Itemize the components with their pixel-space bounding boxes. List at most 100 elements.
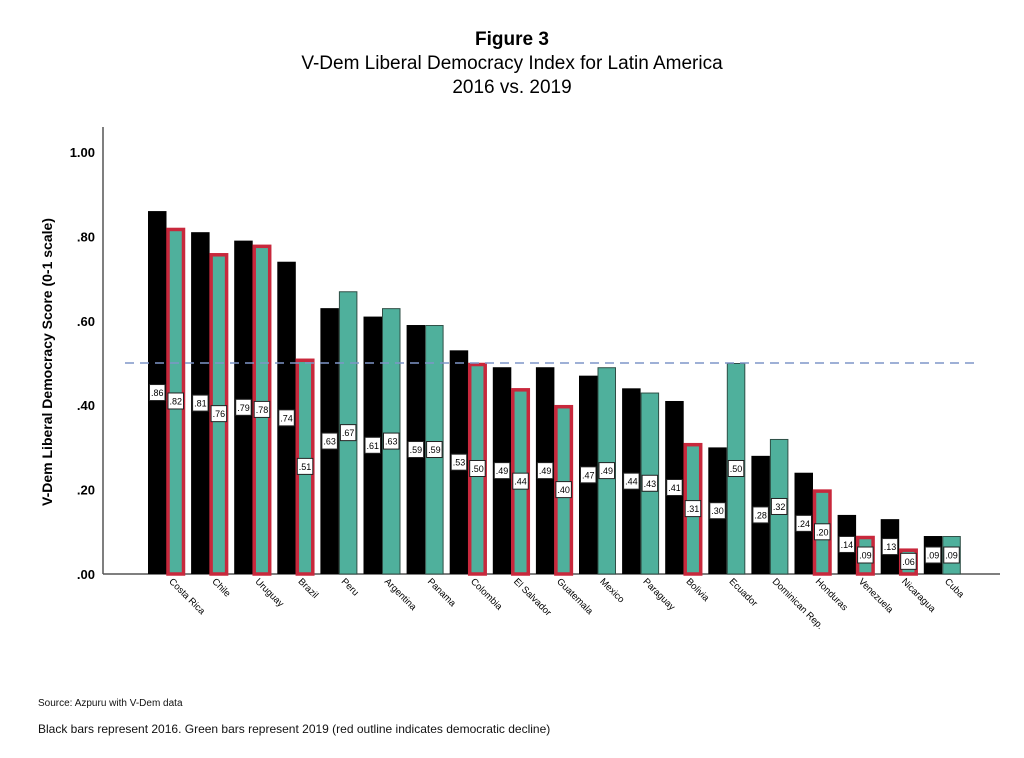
x-axis: Costa Rica Chile Uruguay Brazil Peru Argentin… <box>166 576 966 632</box>
data-label-2016: .47 <box>582 470 595 480</box>
y-tick-label: .60 <box>77 314 95 329</box>
x-tick-label: Argentina <box>382 576 419 613</box>
data-label-2019-box <box>900 552 917 570</box>
data-label-2016-box <box>536 462 554 480</box>
data-label-2016: .86 <box>151 388 164 398</box>
x-tick-label: Honduras <box>813 576 850 613</box>
x-tick-label: Colombia <box>468 576 505 613</box>
data-label-2019: .43 <box>644 479 657 489</box>
chart-subtitle: 2016 vs. 2019 <box>452 77 572 98</box>
data-label-2019-box <box>555 481 572 499</box>
data-label-2016: .61 <box>366 441 379 451</box>
chart-title: V-Dem Liberal Democracy Index for Latin … <box>301 53 723 74</box>
x-tick-label: Nicaragua <box>899 576 938 615</box>
x-tick-label: Chile <box>209 576 232 599</box>
data-label-2019-box <box>727 460 745 477</box>
data-label-2016: .79 <box>237 403 250 413</box>
data-label-2016: .41 <box>668 483 681 493</box>
data-label-2016-box <box>321 432 338 450</box>
data-label-2016-box <box>666 478 683 496</box>
x-tick-label: Ecuador <box>727 576 760 609</box>
data-label-2016: .53 <box>453 458 466 468</box>
data-label-2019: .32 <box>773 502 786 512</box>
x-tick-label: Paraguay <box>640 576 677 613</box>
data-label-2019: .50 <box>730 464 743 474</box>
x-tick-label: Uruguay <box>253 576 286 609</box>
x-tick-label: Brazil <box>296 576 321 601</box>
data-label-2016-box <box>192 394 209 412</box>
data-label-2019: .82 <box>169 396 182 406</box>
data-label-2019-box <box>253 400 271 418</box>
x-tick-label: Cuba <box>942 576 966 600</box>
data-label-2019: .51 <box>299 462 312 472</box>
source-note: Source: Azpuru with V-Dem data <box>38 698 183 709</box>
data-label-2016: .49 <box>496 466 509 476</box>
data-label-2016: .44 <box>625 477 638 487</box>
data-label-2019-box <box>641 474 659 492</box>
data-label-2016: .74 <box>280 413 293 423</box>
data-label-2019-box <box>857 546 874 564</box>
data-label-2019: .49 <box>600 466 613 476</box>
data-label-2016-box <box>278 409 295 427</box>
data-label-2016-box <box>623 472 640 490</box>
data-label-2016-box <box>149 384 166 402</box>
figure-label: Figure 3 <box>475 29 549 50</box>
data-label-2016: .09 <box>927 551 940 561</box>
data-label-2016: .81 <box>194 399 207 409</box>
data-label-2016: .13 <box>884 542 897 552</box>
data-label-2019: .67 <box>342 428 355 438</box>
y-tick-label: .20 <box>77 483 95 498</box>
y-axis-label: V-Dem Liberal Democracy Score (0-1 scale… <box>39 218 55 506</box>
data-label-2019-box <box>383 432 400 450</box>
y-tick-label: .80 <box>77 229 95 244</box>
y-tick-label: 1.00 <box>70 145 95 160</box>
data-label-2019: .31 <box>687 504 700 514</box>
data-label-2019-box <box>296 457 314 475</box>
data-label-2016: .30 <box>711 506 724 516</box>
data-label-2019-box <box>598 462 615 480</box>
data-label-2016-box <box>709 502 726 520</box>
data-label-2019: .09 <box>859 551 872 561</box>
data-label-2016: .24 <box>797 519 810 529</box>
data-label-2016: .49 <box>539 466 552 476</box>
data-label-2019-box <box>512 472 529 490</box>
data-label-2019: .40 <box>557 485 570 495</box>
data-label-2019-box <box>469 460 486 477</box>
data-label-2016-box <box>924 546 942 564</box>
data-label-2016-box <box>493 462 511 480</box>
data-label-2019: .06 <box>902 557 915 567</box>
legend-note: Black bars represent 2016. Green bars re… <box>38 722 551 736</box>
data-label-2016-box <box>580 466 597 484</box>
data-label-2016: .28 <box>754 510 767 520</box>
x-tick-label: Guatemala <box>554 576 595 617</box>
x-tick-label: Costa Rica <box>166 576 207 617</box>
data-label-2019: .63 <box>385 437 398 447</box>
y-tick-label: .40 <box>77 398 95 413</box>
y-tick-label: .00 <box>77 567 95 582</box>
x-tick-label: Panama <box>425 576 458 609</box>
data-label-2019: .78 <box>256 405 269 415</box>
data-label-2019-box <box>210 405 228 423</box>
figure-titles: Figure 3 V-Dem Liberal Democracy Index f… <box>0 28 1024 100</box>
data-label-2016-box <box>752 506 769 524</box>
data-labels: .86 .82 .81 .76 .79 .78 .74 .51 .63 .67 .61 .63 .59.… <box>149 384 960 570</box>
data-label-2016-box <box>795 514 812 532</box>
data-label-2019-box <box>339 424 357 442</box>
x-tick-label: El Salvador <box>511 576 553 618</box>
data-label-2019: .44 <box>514 477 527 487</box>
data-label-2019-box <box>770 497 788 515</box>
data-label-2019: .50 <box>471 464 484 474</box>
data-label-2016-box <box>881 538 899 556</box>
data-label-2019: .20 <box>816 527 829 537</box>
data-label-2019-box <box>684 500 702 518</box>
data-label-2019-box <box>426 441 443 459</box>
x-tick-label: Venezuela <box>856 576 896 616</box>
data-label-2019: .09 <box>945 551 958 561</box>
data-label-2016-box <box>838 535 856 553</box>
data-label-2016-box <box>450 453 468 471</box>
data-label-2016: .59 <box>410 445 423 455</box>
data-label-2019-box <box>167 392 184 410</box>
x-tick-label: Mexico <box>597 576 626 605</box>
data-label-2016-box <box>364 436 381 454</box>
